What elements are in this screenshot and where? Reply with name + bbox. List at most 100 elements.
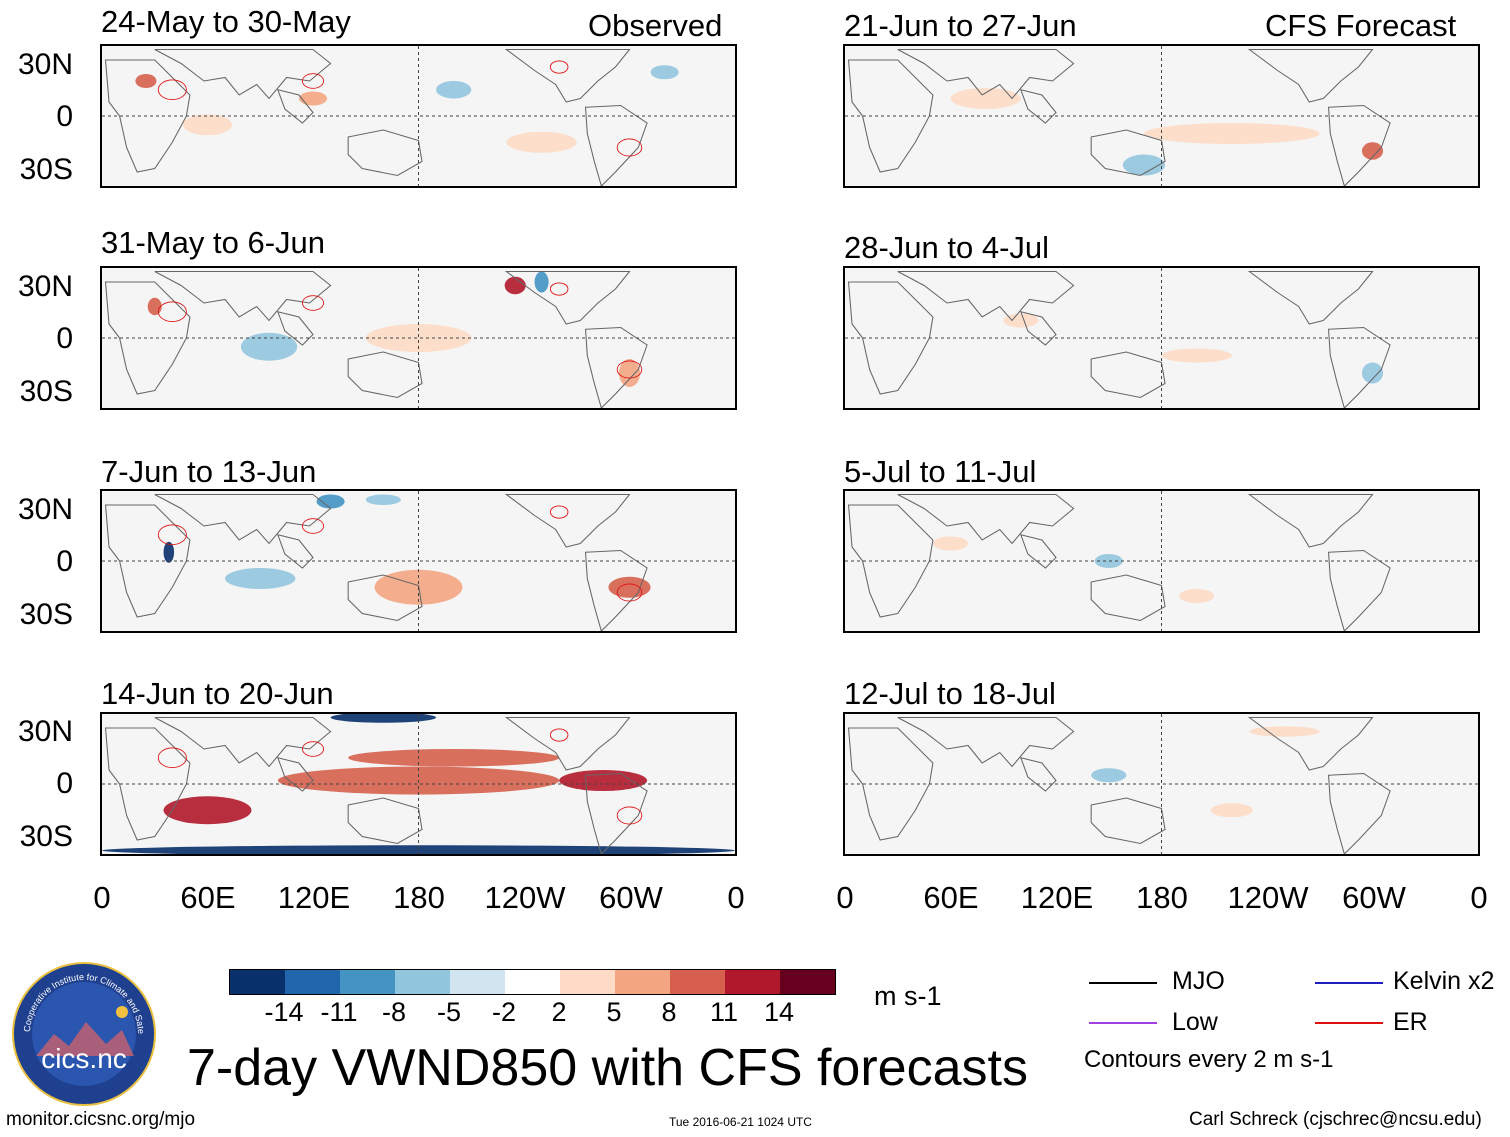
forecast-panel-1-title: 21-Jun to 27-Jun (844, 8, 1077, 43)
lat-label: 30S (19, 153, 73, 186)
anomaly-region (225, 568, 296, 589)
continent-outline (847, 727, 934, 841)
map-layer (102, 268, 735, 408)
anomaly-region (1091, 768, 1127, 783)
continent-outline (1019, 89, 1057, 124)
anomaly-region (504, 276, 526, 295)
continent-outline (347, 351, 423, 399)
map-layer (845, 268, 1478, 408)
continent-outline (276, 757, 314, 792)
map-content (847, 48, 1391, 186)
colorbar-units: m s-1 (874, 981, 942, 1011)
continent-outline (897, 716, 1075, 768)
figure-title: 7-day VWND850 with CFS forecasts (187, 1039, 1028, 1097)
colorbar-tick-label: -2 (491, 997, 516, 1027)
lat-label: 0 (56, 545, 73, 578)
continent-outline (1019, 311, 1057, 346)
anomaly-region (932, 536, 969, 551)
continent-outline (347, 129, 423, 177)
er-contour (157, 301, 187, 322)
er-contour (549, 728, 569, 742)
er-contour (302, 295, 324, 311)
continent-outline (276, 89, 314, 124)
continent-outline (1019, 757, 1057, 792)
map-layer (845, 46, 1478, 186)
forecast-panel-2-title: 28-Jun to 4-Jul (844, 230, 1050, 265)
continent-outline (104, 727, 191, 841)
continent-outline (154, 493, 332, 545)
map-content (847, 716, 1391, 854)
continent-outline (276, 534, 314, 569)
map-layer (102, 46, 735, 186)
continent-outline (504, 716, 631, 771)
anomaly-region (1361, 362, 1384, 384)
continent-outline (847, 59, 934, 173)
lon-label: 60E (923, 880, 979, 915)
continent-outline (584, 772, 648, 854)
continent-outline (347, 797, 423, 845)
anomaly-region (559, 770, 648, 791)
footer-timestamp: Tue 2016-06-21 1024 UTC (669, 1115, 812, 1129)
continent-outline (1090, 574, 1166, 622)
map-layer (845, 491, 1478, 631)
forecast-header: CFS Forecast (1265, 8, 1457, 43)
er-contour (616, 360, 643, 379)
cicsnc-logo: cics.nc Cooperative Institute for Climat… (12, 962, 156, 1106)
anomaly-region (1122, 154, 1166, 176)
lon-label: 120E (1020, 880, 1094, 915)
contour-note: Contours every 2 m s-1 (1084, 1046, 1334, 1073)
continent-outline (584, 326, 648, 408)
continent-outline (897, 270, 1075, 322)
continent-outline (847, 281, 934, 395)
colorbar-tick-label: -14 (264, 997, 304, 1027)
legend-mjo-line (1089, 982, 1157, 984)
anomaly-region (163, 796, 252, 825)
footer-website[interactable]: monitor.cicsnc.org/mjo (6, 1109, 196, 1130)
lat-label: 30N (17, 493, 73, 526)
lon-label: 120W (1227, 880, 1309, 915)
anomaly-region (534, 271, 549, 293)
map-content (102, 714, 735, 854)
anomaly-region (1161, 348, 1232, 363)
logo-mountains (36, 1022, 134, 1056)
colorbar-swatch (670, 970, 725, 994)
continent-outline (276, 311, 314, 346)
logo-sun (116, 1006, 128, 1018)
anomaly-region (1003, 313, 1039, 328)
forecast-map-3 (843, 489, 1480, 633)
lat-label: 30S (19, 598, 73, 631)
lon-label: 180 (1136, 880, 1188, 915)
colorbar-swatch (340, 970, 395, 994)
continent-outline (347, 574, 423, 622)
continent-outline (1247, 493, 1374, 548)
observed-map-3 (100, 489, 737, 633)
anomaly-region (1210, 803, 1253, 818)
colorbar-tick-label: -5 (436, 997, 461, 1027)
continent-outline (584, 104, 648, 186)
map-content (847, 270, 1391, 408)
er-contour (302, 518, 324, 534)
continent-outline (154, 270, 332, 322)
anomaly-region (1249, 726, 1320, 737)
colorbar-swatch (615, 970, 670, 994)
continent-outline (1327, 549, 1391, 631)
legend-kelvin-label: Kelvin x2 (1393, 967, 1495, 995)
observed-map-4 (100, 712, 737, 856)
lat-label: 30S (19, 820, 73, 853)
lon-label: 0 (1470, 880, 1488, 915)
continent-outline (1247, 716, 1374, 771)
legend-er-label: ER (1393, 1008, 1428, 1036)
lon-label: 120W (484, 880, 566, 915)
forecast-map-4 (843, 712, 1480, 856)
er-contour (549, 60, 569, 74)
anomaly-region (348, 749, 560, 767)
continent-outline (1247, 48, 1374, 103)
logo-art: cics.nc Cooperative Institute for Climat… (14, 964, 146, 1086)
continent-outline (504, 270, 631, 325)
footer-author: Carl Schreck (cjschrec@ncsu.edu) (1189, 1109, 1482, 1130)
lat-label: 30N (17, 48, 73, 81)
colorbar-swatch (450, 970, 505, 994)
continent-outline (1090, 351, 1166, 399)
logo-text: cics.nc (41, 1043, 127, 1074)
continent-outline (154, 48, 332, 100)
